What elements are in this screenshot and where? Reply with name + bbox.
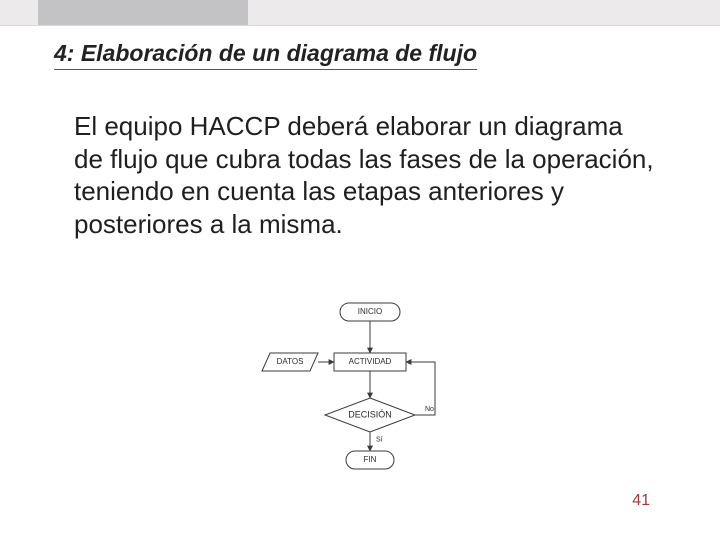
svg-text:DATOS: DATOS: [277, 357, 304, 366]
svg-text:INICIO: INICIO: [358, 307, 382, 316]
slide-title: 4: Elaboración de un diagrama de flujo: [54, 40, 477, 70]
slide-body-text: El equipo HACCP deberá elaborar un diagr…: [74, 110, 654, 240]
top-bar-accent: [38, 0, 248, 25]
svg-text:ACTIVIDAD: ACTIVIDAD: [349, 357, 392, 366]
svg-text:FIN: FIN: [364, 455, 377, 464]
svg-text:Sí: Sí: [376, 437, 383, 444]
flowchart-figure: Sí No INICIO DATOS ACTIVIDAD DECISIÓN FIN: [250, 300, 470, 500]
page-number: 41: [632, 492, 650, 510]
top-bar: [0, 0, 720, 26]
svg-text:DECISIÓN: DECISIÓN: [348, 409, 392, 419]
svg-text:No: No: [425, 406, 434, 413]
